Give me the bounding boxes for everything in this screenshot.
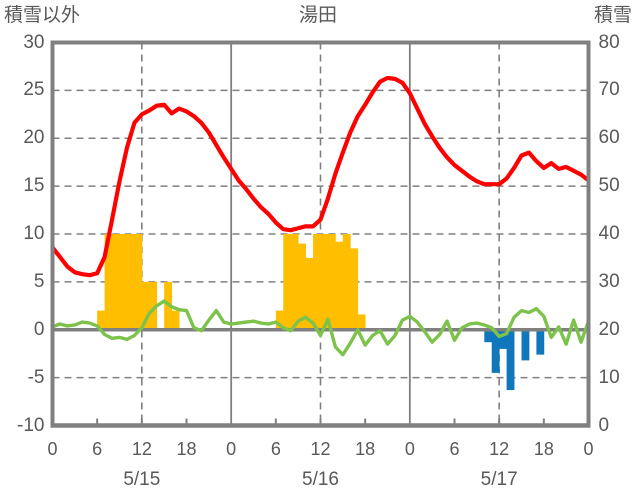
x-axis-tick-label: 0 — [226, 438, 237, 459]
bar — [134, 234, 143, 330]
bar — [506, 329, 515, 391]
y-axis-tick-label: 5 — [33, 270, 45, 292]
bar — [327, 234, 336, 330]
x-axis-tick-label: 18 — [176, 438, 197, 459]
x-axis-day-label: 5/15 — [123, 468, 161, 490]
bar — [521, 329, 530, 361]
bar — [104, 234, 113, 330]
x-axis-day-label: 5/17 — [480, 468, 518, 490]
x-axis-day-label: 5/16 — [302, 468, 339, 490]
x-axis-tick-label: 0 — [404, 438, 415, 459]
bar — [97, 310, 106, 330]
x-axis-tick-label: 0 — [47, 438, 58, 459]
bar — [112, 234, 120, 330]
x-axis-tick-label: 0 — [583, 438, 594, 459]
bar — [536, 329, 545, 355]
series-line-green — [50, 299, 591, 357]
y-axis-tick-label: 20 — [23, 127, 45, 149]
y-axis-tick-label: 0 — [33, 318, 45, 340]
y2-axis-tick-label: 80 — [598, 31, 620, 53]
bar — [298, 243, 307, 330]
bar — [320, 234, 329, 330]
bar — [283, 234, 292, 330]
x-axis-tick-label: 18 — [355, 438, 376, 459]
bar — [290, 234, 299, 330]
bar — [305, 257, 314, 330]
y2-axis-tick-label: 0 — [598, 414, 610, 436]
x-axis-tick-label: 12 — [489, 438, 510, 459]
y2-axis-tick-label: 10 — [598, 366, 620, 388]
x-axis-tick-label: 18 — [533, 438, 554, 459]
x-axis-tick-label: 6 — [270, 438, 281, 459]
right-axis-title: 積雪 — [593, 5, 632, 26]
bar — [313, 234, 321, 330]
bar — [484, 329, 493, 343]
y-axis-tick-label: -5 — [27, 366, 45, 388]
y-axis-tick-label: 10 — [23, 223, 45, 244]
bar — [171, 310, 180, 330]
bar — [335, 241, 344, 330]
left-axis-title: 積雪以外 — [4, 5, 81, 26]
bar — [342, 234, 351, 330]
y-axis-tick-label: -10 — [17, 414, 45, 436]
bar — [275, 310, 284, 330]
bar — [141, 281, 150, 330]
chart-title: 湯田 — [298, 5, 337, 26]
y2-axis-tick-label: 70 — [598, 79, 620, 101]
y-axis-tick-label: 25 — [23, 79, 45, 101]
y2-axis-tick-label: 50 — [598, 175, 620, 197]
bar — [499, 329, 508, 349]
bar — [126, 234, 135, 330]
bar — [149, 281, 158, 330]
bar — [119, 234, 128, 330]
bar — [350, 248, 359, 330]
x-axis-tick-label: 12 — [310, 438, 331, 459]
y-axis-tick-label: 15 — [23, 175, 45, 197]
series-line-red — [50, 75, 591, 278]
bar — [491, 329, 500, 373]
y-axis-tick-label: 30 — [23, 31, 45, 53]
y2-axis-tick-label: 60 — [598, 127, 620, 149]
y2-axis-tick-label: 40 — [598, 223, 620, 244]
bar — [357, 314, 366, 330]
y2-axis-tick-label: 30 — [598, 270, 620, 292]
y2-axis-tick-label: 20 — [598, 318, 620, 340]
x-axis-tick-label: 6 — [92, 438, 103, 459]
x-axis-tick-label: 6 — [449, 438, 460, 459]
x-axis-tick-label: 12 — [131, 438, 152, 459]
